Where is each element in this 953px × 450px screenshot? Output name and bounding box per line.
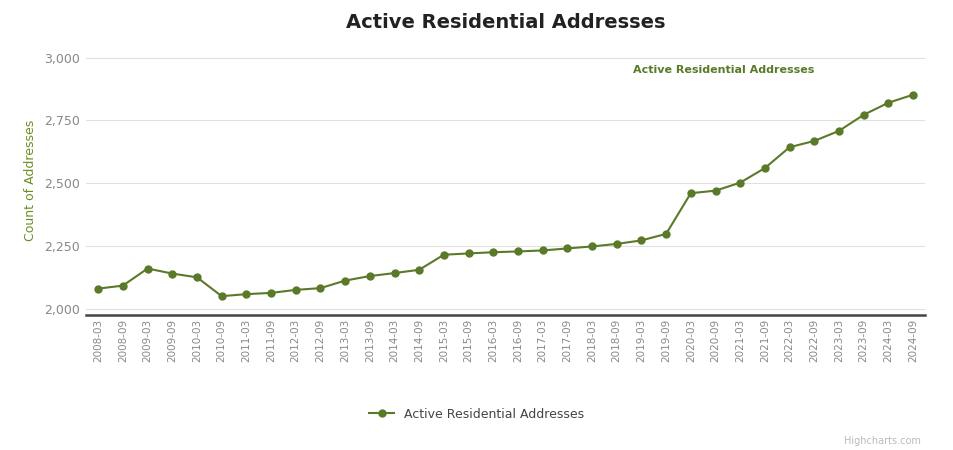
Title: Active Residential Addresses: Active Residential Addresses <box>346 14 664 32</box>
Legend: Active Residential Addresses: Active Residential Addresses <box>364 403 589 426</box>
Y-axis label: Count of Addresses: Count of Addresses <box>25 119 37 241</box>
Text: Active Residential Addresses: Active Residential Addresses <box>632 65 814 75</box>
Text: Highcharts.com: Highcharts.com <box>842 436 920 446</box>
